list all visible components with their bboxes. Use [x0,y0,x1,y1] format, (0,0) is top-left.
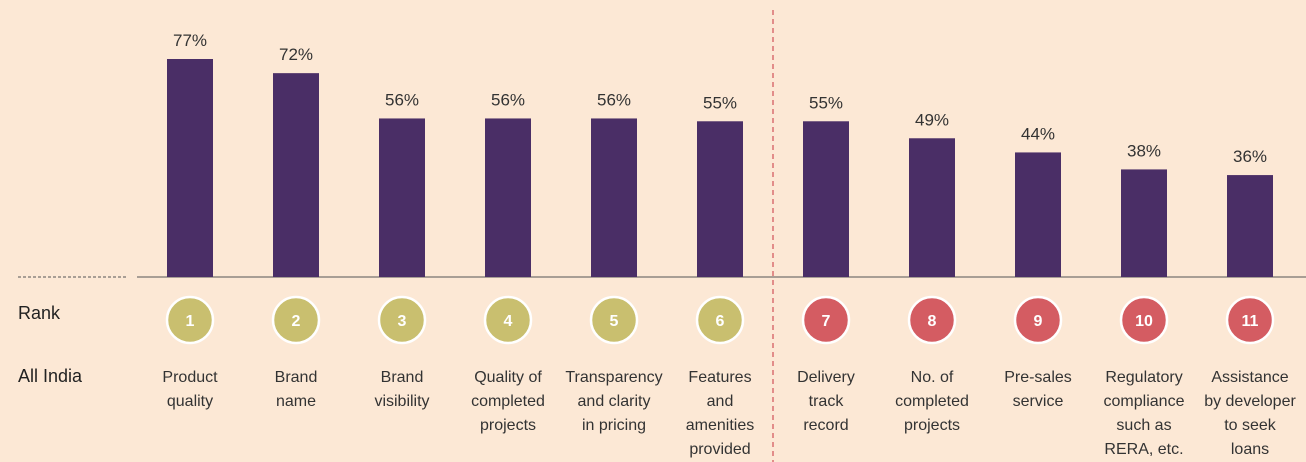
row-label: Rank [18,303,61,323]
rank-badge [1013,295,1063,345]
rank-badge [165,295,215,345]
value-label: 44% [1021,124,1055,143]
category-label: Transparency and clarity in pricing [565,369,663,434]
rank-badge [377,295,427,345]
rank-number: 4 [504,313,513,330]
category-label: No. of completed projects [895,369,969,434]
bar [1121,169,1167,277]
rank-number: 3 [398,313,407,330]
rank-badge [801,295,851,345]
value-label: 56% [597,90,631,109]
rank-number: 11 [1242,313,1259,330]
category-label: Product quality [162,369,218,410]
category-label: Delivery track record [797,369,855,434]
value-label: 55% [809,93,843,112]
rank-number: 6 [716,313,725,330]
value-label: 77% [173,31,207,50]
bar [697,121,743,278]
value-label: 38% [1127,141,1161,160]
rank-badge [1119,295,1169,345]
value-label: 36% [1233,147,1267,166]
category-label: Assistance by developer to seek loans [1204,369,1296,458]
bar [591,118,637,277]
value-label: 49% [915,110,949,129]
value-label: 56% [385,90,419,109]
rank-number: 10 [1135,313,1153,330]
bar [273,73,319,277]
rank-number: 8 [928,313,937,330]
bar [1015,152,1061,277]
category-label: Regulatory compliance such as RERA, etc. [1103,369,1185,458]
bar [803,121,849,278]
category-label: Brand visibility [374,369,430,410]
category-label: Quality of completed projects [471,369,545,434]
bar [485,118,531,277]
rank-badge [1225,295,1275,345]
rank-number: 1 [186,313,195,330]
rank-number: 2 [292,313,301,330]
value-label: 72% [279,45,313,64]
bar [1227,175,1273,277]
rank-badge [483,295,533,345]
rank-badge [907,295,957,345]
rank-number: 9 [1034,313,1043,330]
bar [909,138,955,277]
bar [379,118,425,277]
rank-badge [271,295,321,345]
rank-number: 5 [610,313,619,330]
rank-badge [589,295,639,345]
rank-badge [695,295,745,345]
value-label: 55% [703,93,737,112]
category-label: Brand name [274,369,318,410]
value-label: 56% [491,90,525,109]
bar [167,59,213,277]
category-label: Features and amenities provided [685,369,755,458]
rank-number: 7 [822,313,831,330]
category-label: Pre-sales service [1004,369,1072,410]
row-label: All India [18,366,83,386]
